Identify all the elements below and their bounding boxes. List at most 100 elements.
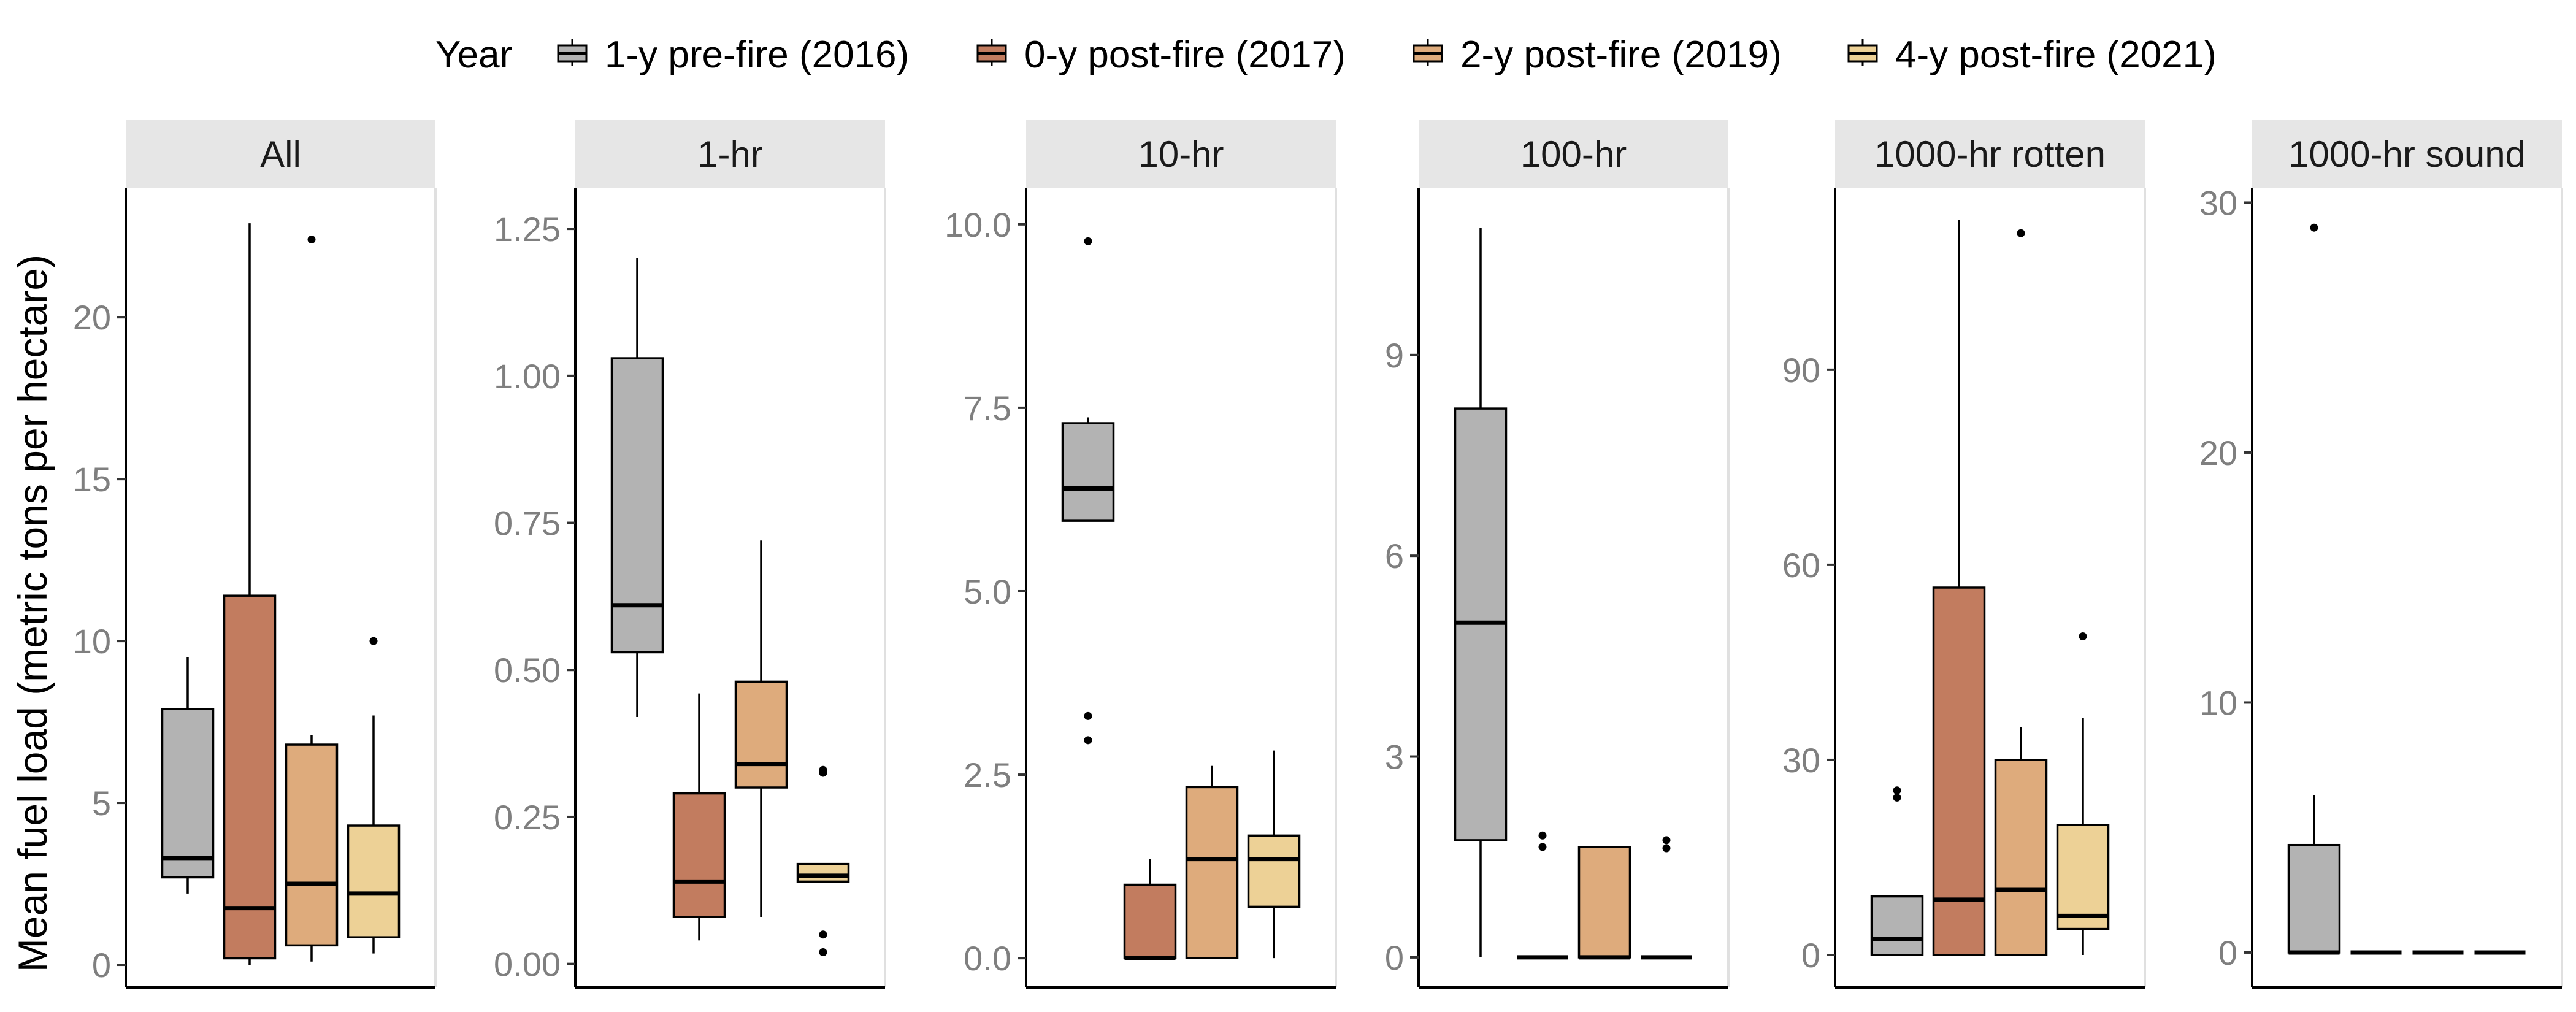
y-tick-label: 3	[1385, 738, 1404, 776]
outlier-point	[307, 235, 316, 243]
facet-strip	[1835, 120, 2145, 188]
outlier-point	[1538, 843, 1547, 851]
box-group	[223, 223, 277, 965]
box-iqr	[610, 357, 664, 654]
facet-strip	[575, 120, 885, 188]
box-group	[2287, 223, 2341, 955]
legend-label: 0-y post-fire (2017)	[1024, 34, 1346, 76]
legend-item: 2-y post-fire (2019)	[1413, 34, 1782, 76]
box-iqr	[1061, 422, 1115, 522]
legend-key-box	[1413, 39, 1443, 66]
legend-item: 4-y post-fire (2021)	[1847, 34, 2217, 76]
y-tick-label: 15	[73, 460, 111, 499]
outlier-point	[2017, 229, 2025, 237]
legend-item: 0-y post-fire (2017)	[976, 34, 1346, 76]
y-tick-label: 10	[73, 622, 111, 661]
box-group	[1123, 859, 1177, 960]
y-tick-label: 2.5	[964, 756, 1011, 794]
outlier-point	[1084, 237, 1092, 245]
box-group	[347, 637, 401, 954]
y-axis-label: Mean fuel load (metric tons per hectare)	[10, 255, 55, 972]
outlier-point	[1893, 793, 1901, 802]
legend: Year 1-y pre-fire (2016) 0-y post-fire (2…	[435, 34, 2217, 76]
legend-item: 1-y pre-fire (2016)	[557, 34, 909, 76]
box-group	[1577, 846, 1631, 960]
box-group	[1454, 228, 1508, 957]
y-tick-label: 1.00	[494, 357, 561, 396]
facet-strip	[126, 120, 435, 188]
facet-panel: 100-hr 0 3 6 9	[1385, 120, 1730, 989]
box-iqr	[347, 824, 401, 938]
box-iqr	[2056, 824, 2110, 930]
facet-panel: 1000-hr sound 0 10 20 30	[2199, 120, 2563, 989]
facet-title: 1000-hr sound	[2288, 134, 2526, 175]
box-iqr	[1185, 786, 1239, 959]
box-iqr	[223, 594, 277, 960]
facet-strip	[1419, 120, 1728, 188]
legend-key-box	[976, 39, 1007, 66]
facet-panel: All 0 5 10 15 20	[73, 120, 437, 989]
y-tick-label: 20	[2199, 434, 2237, 472]
y-tick-label: 30	[1782, 741, 1820, 780]
box-group	[1994, 229, 2048, 956]
facet-strip	[2252, 120, 2562, 188]
box-iqr	[161, 708, 215, 879]
y-tick-label: 30	[2199, 183, 2237, 222]
y-tick-label: 0.00	[494, 945, 561, 984]
facet-panel: 1-hr 0.00 0.25 0.50 0.75 1.00 1.25	[494, 120, 886, 989]
y-tick-label: 90	[1782, 351, 1820, 389]
y-tick-label: 1.25	[494, 210, 561, 248]
outlier-point	[1538, 831, 1547, 840]
box-iqr	[1870, 895, 1924, 956]
box-group	[610, 258, 664, 717]
box-iqr	[734, 680, 788, 789]
facet-strip	[1026, 120, 1336, 188]
facet-title: All	[260, 134, 301, 175]
box-group	[1870, 786, 1924, 956]
facet-title: 10-hr	[1138, 134, 1224, 175]
outlier-point	[2079, 632, 2087, 641]
y-tick-label: 10	[2199, 683, 2237, 722]
box-group	[1247, 750, 1301, 959]
legend-key-box	[1847, 39, 1878, 66]
outlier-point	[819, 930, 827, 939]
box-group	[1932, 220, 1986, 956]
box-group	[672, 693, 726, 941]
legend-key-box	[557, 39, 588, 66]
y-tick-label: 5.0	[964, 572, 1011, 611]
box-iqr	[1577, 846, 1631, 959]
box-iqr	[1247, 834, 1301, 908]
legend-label: 2-y post-fire (2019)	[1460, 34, 1782, 76]
box-iqr	[2287, 843, 2341, 954]
outlier-point	[2310, 223, 2318, 232]
facet-panel: 1000-hr rotten 0 30 60 90	[1782, 120, 2146, 989]
box-group	[1185, 765, 1239, 959]
outlier-point	[1662, 836, 1671, 845]
box-group	[1517, 831, 1568, 960]
y-tick-label: 6	[1385, 537, 1404, 575]
legend-label: 1-y pre-fire (2016)	[605, 34, 909, 76]
y-tick-label: 0	[1385, 938, 1404, 977]
y-tick-label: 0	[2218, 933, 2237, 972]
box-group	[1061, 237, 1115, 745]
outlier-point	[1893, 786, 1901, 795]
y-tick-label: 0.50	[494, 651, 561, 689]
legend-label: 4-y post-fire (2021)	[1895, 34, 2217, 76]
y-tick-label: 0.25	[494, 798, 561, 837]
y-tick-label: 20	[73, 298, 111, 337]
outlier-point	[819, 769, 827, 777]
y-tick-label: 5	[92, 784, 111, 822]
box-group	[161, 657, 215, 894]
y-tick-label: 60	[1782, 546, 1820, 585]
box-group	[796, 765, 850, 956]
y-tick-label: 9	[1385, 336, 1404, 375]
box-group	[2056, 632, 2110, 955]
outlier-point	[369, 637, 378, 645]
y-tick-label: 0.75	[494, 504, 561, 543]
box-group	[1641, 836, 1692, 960]
box-iqr	[796, 862, 850, 883]
y-tick-label: 0	[92, 946, 111, 984]
y-tick-label: 0	[1801, 936, 1820, 975]
facet-title: 100-hr	[1520, 134, 1627, 175]
